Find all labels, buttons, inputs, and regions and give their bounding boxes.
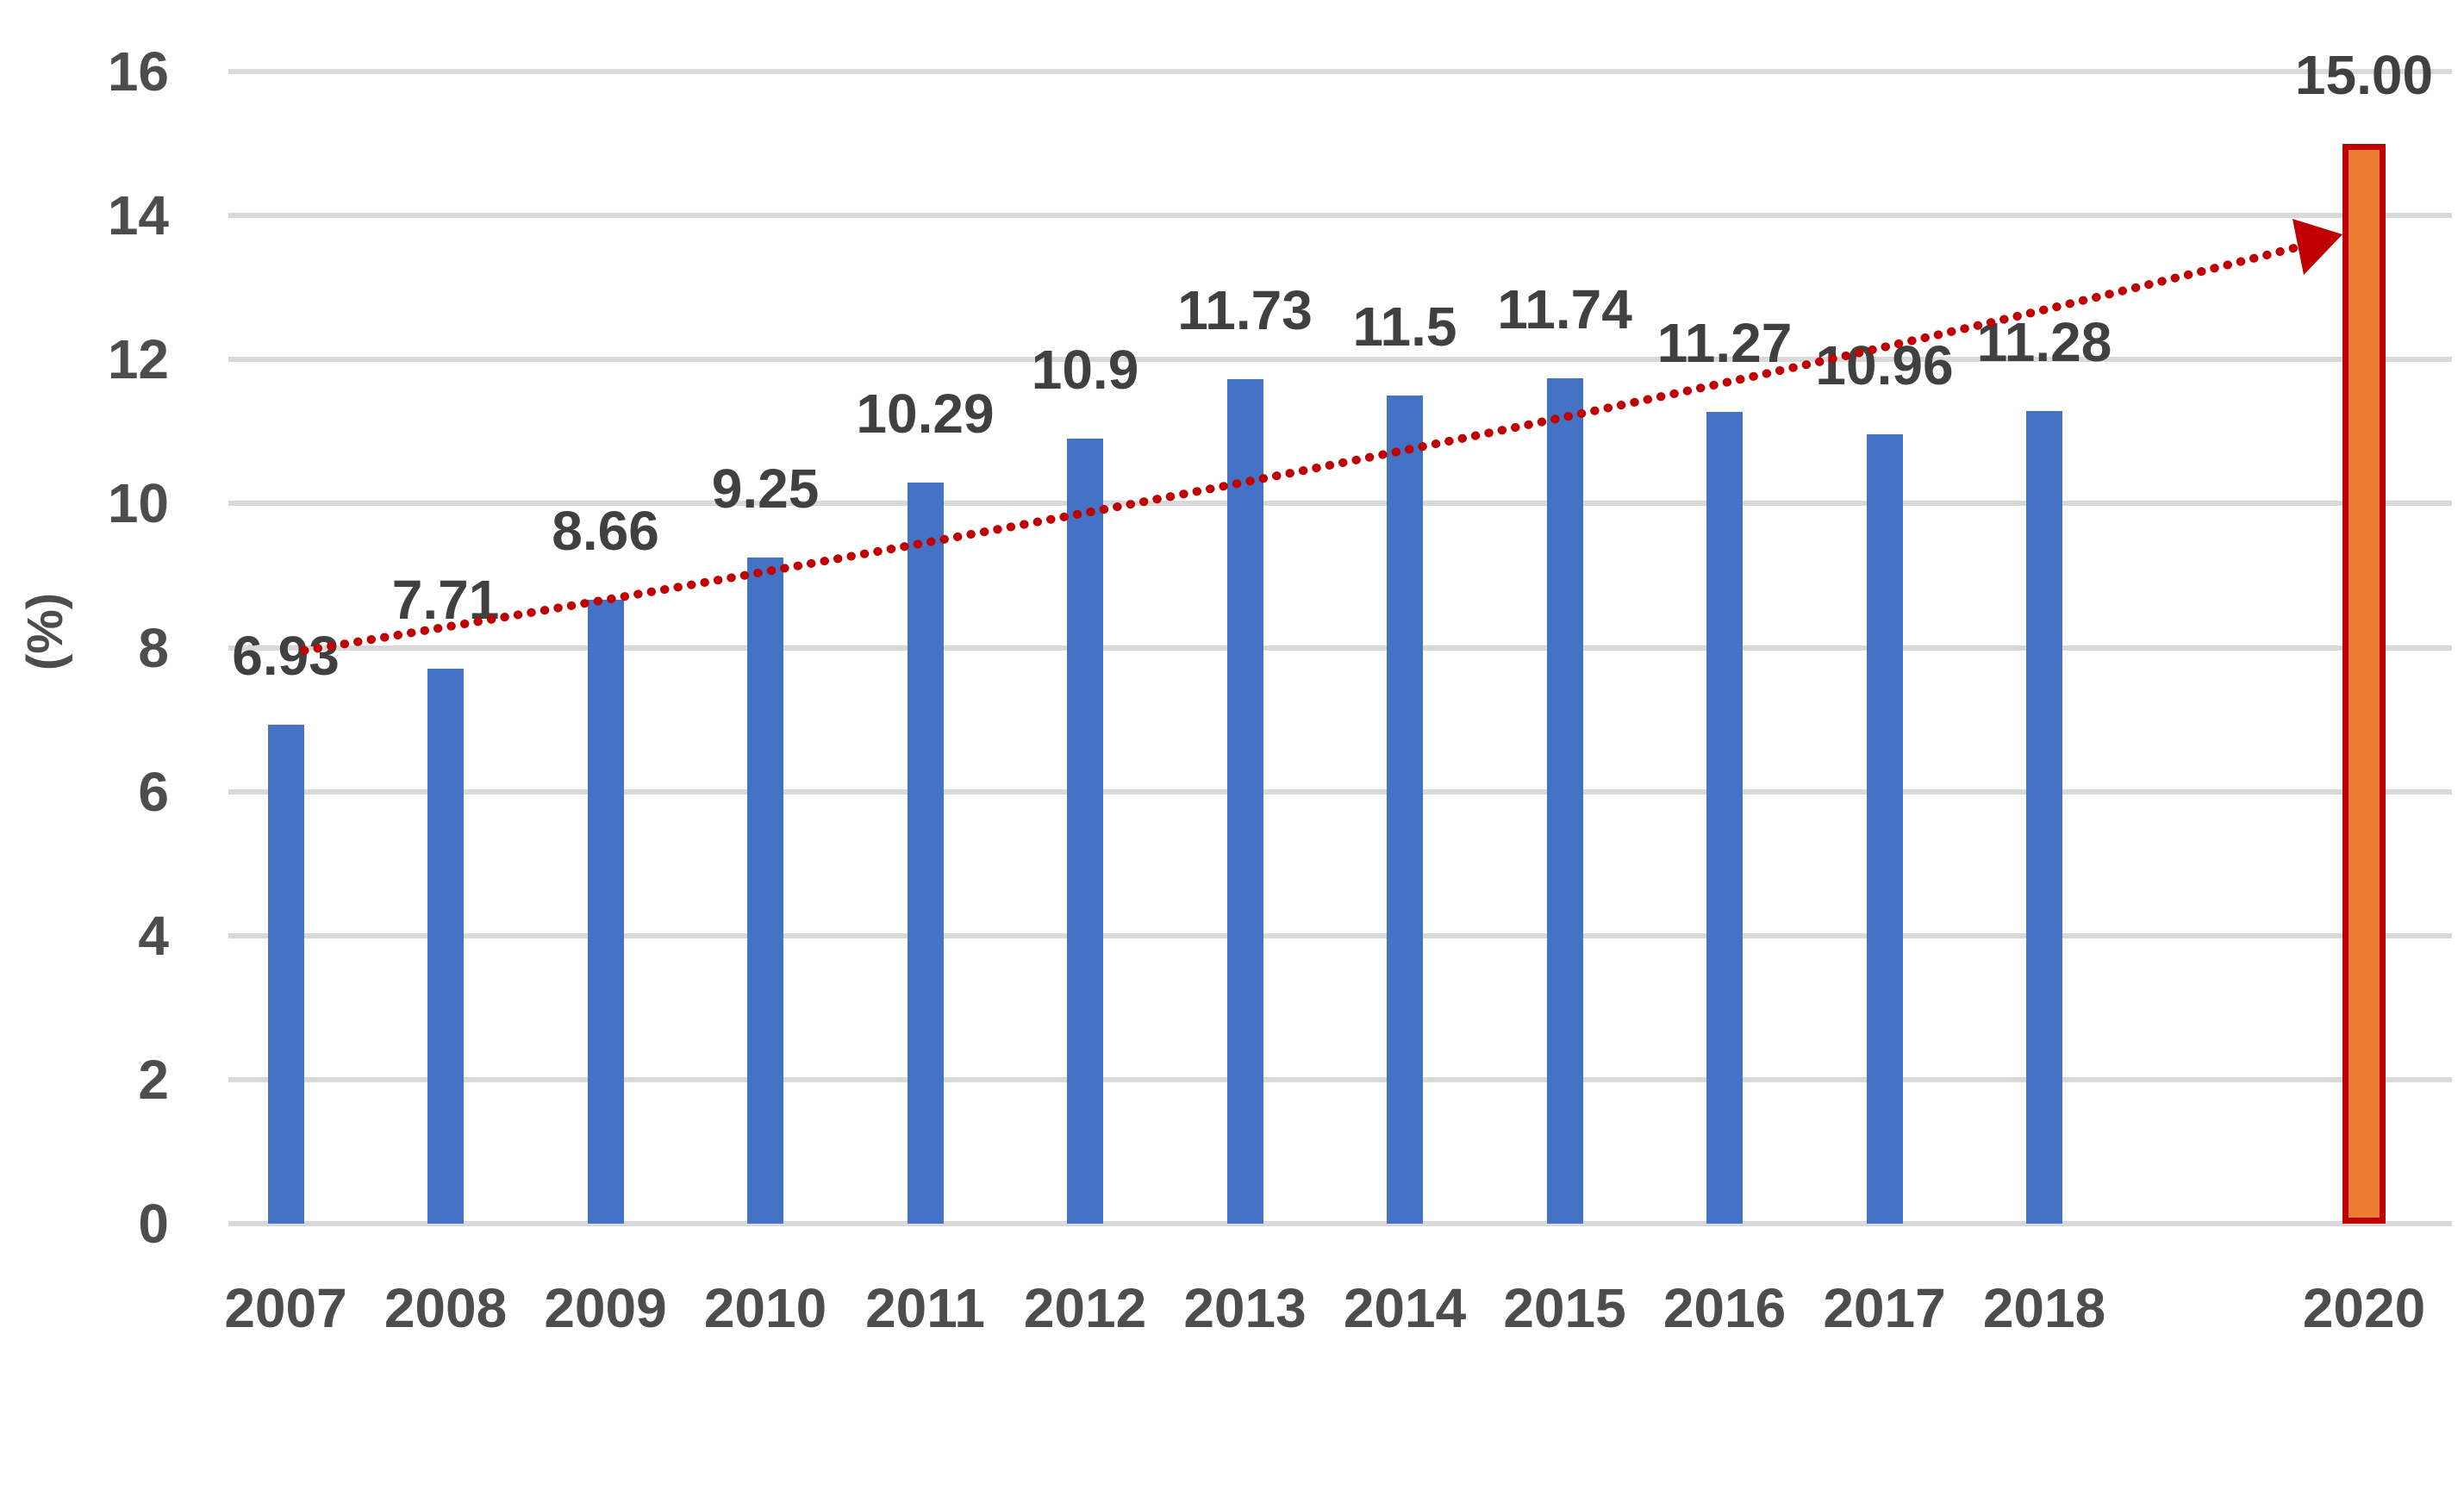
bar-2020 bbox=[2342, 144, 2386, 1224]
bar-2011 bbox=[907, 483, 944, 1224]
bar-value-label-2010: 9.25 bbox=[711, 458, 820, 520]
bar-2009 bbox=[587, 600, 624, 1224]
gridline-12 bbox=[228, 357, 2452, 363]
x-tick-label-2012: 2012 bbox=[1023, 1277, 1147, 1339]
gridline-14 bbox=[228, 213, 2452, 219]
bar-value-label-2008: 7.71 bbox=[391, 568, 500, 631]
bar-2016 bbox=[1706, 412, 1743, 1224]
bar-value-label-2015: 11.74 bbox=[1497, 277, 1632, 340]
bar-value-label-2011: 10.29 bbox=[856, 383, 995, 446]
gridline-8 bbox=[228, 645, 2452, 651]
y-tick-label-10: 10 bbox=[107, 472, 169, 535]
x-tick-label-2011: 2011 bbox=[865, 1277, 985, 1339]
y-tick-label-0: 0 bbox=[138, 1193, 169, 1255]
bar-value-label-2018: 11.28 bbox=[1976, 311, 2112, 374]
y-tick-label-16: 16 bbox=[107, 41, 169, 103]
y-tick-label-12: 12 bbox=[107, 328, 169, 391]
bar-value-label-2009: 8.66 bbox=[552, 500, 659, 563]
x-tick-label-2008: 2008 bbox=[384, 1277, 508, 1339]
bar-2012 bbox=[1067, 439, 1103, 1224]
bar-value-label-2013: 11.73 bbox=[1177, 278, 1313, 341]
bar-value-label-2012: 10.9 bbox=[1031, 339, 1139, 402]
trend-arrowhead-icon bbox=[2292, 219, 2342, 275]
gridline-0 bbox=[228, 1221, 2452, 1226]
trend-line-path bbox=[300, 235, 2331, 655]
bar-value-label-2020: 15.00 bbox=[2294, 43, 2434, 106]
x-tick-label-2016: 2016 bbox=[1662, 1277, 1787, 1339]
bar-2010 bbox=[747, 558, 783, 1224]
x-tick-label-2017: 2017 bbox=[1823, 1277, 1946, 1339]
x-tick-label-2009: 2009 bbox=[544, 1277, 667, 1339]
bar-2007 bbox=[267, 725, 304, 1224]
gridline-6 bbox=[228, 788, 2452, 795]
bar-value-label-2007: 6.93 bbox=[232, 624, 340, 687]
bar-2015 bbox=[1546, 378, 1583, 1224]
gridline-2 bbox=[228, 1076, 2452, 1082]
y-tick-label-6: 6 bbox=[138, 760, 169, 823]
bar-2014 bbox=[1387, 396, 1423, 1224]
bar-2018 bbox=[2026, 411, 2062, 1224]
x-tick-label-2013: 2013 bbox=[1183, 1277, 1307, 1339]
x-tick-label-2007: 2007 bbox=[224, 1277, 347, 1339]
y-tick-label-14: 14 bbox=[107, 184, 169, 247]
bar-2017 bbox=[1866, 434, 1903, 1224]
y-tick-label-4: 4 bbox=[138, 904, 169, 967]
y-tick-label-2: 2 bbox=[138, 1048, 169, 1111]
x-tick-label-2010: 2010 bbox=[703, 1277, 827, 1339]
gridline-16 bbox=[228, 69, 2452, 74]
legend: RES share Target share of RES in 2020 RE… bbox=[0, 1413, 2464, 1508]
x-tick-label-2014: 2014 bbox=[1343, 1277, 1467, 1339]
gridline-4 bbox=[228, 932, 2452, 938]
x-tick-label-2018: 2018 bbox=[1982, 1277, 2106, 1339]
bar-value-label-2017: 10.96 bbox=[1815, 334, 1954, 397]
bar-2008 bbox=[427, 669, 464, 1224]
y-tick-label-8: 8 bbox=[138, 616, 169, 679]
bar-2013 bbox=[1226, 379, 1263, 1224]
bar-value-label-2014: 11.5 bbox=[1352, 296, 1457, 358]
x-tick-label-2015: 2015 bbox=[1503, 1277, 1626, 1339]
x-tick-label-2020: 2020 bbox=[2302, 1277, 2426, 1339]
bar-value-label-2016: 11.27 bbox=[1656, 312, 1793, 375]
